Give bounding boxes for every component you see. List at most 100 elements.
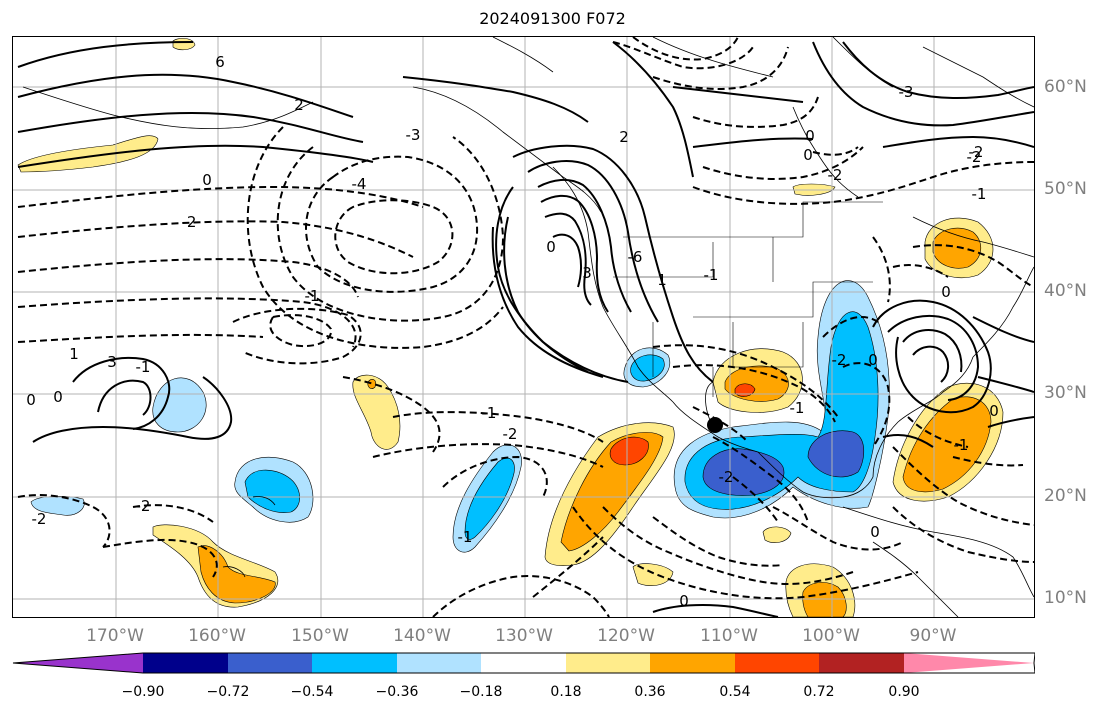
graticule: [13, 37, 1034, 617]
longitude-label: 160°W: [188, 626, 246, 646]
colorbar-tick-label: 0.36: [634, 684, 666, 700]
longitude-label: 150°W: [291, 626, 349, 646]
contour-value-label: 0: [53, 388, 63, 406]
contour-value-label: 3: [582, 264, 592, 282]
colorbar-swatch: [13, 653, 143, 673]
longitude-label: 110°W: [700, 626, 758, 646]
longitude-label: 170°W: [86, 626, 144, 646]
colorbar-swatch: [312, 653, 397, 673]
positive-anomaly-region: [172, 38, 196, 51]
state-borders: [613, 201, 883, 397]
contour-value-label: -1: [972, 185, 987, 203]
positive-anomaly-region: [932, 227, 981, 269]
contour-value-label: -1: [458, 528, 473, 546]
negative-anomaly-region: [702, 448, 785, 496]
negative-anomaly-region: [807, 430, 865, 478]
latitude-label: 50°N: [1044, 179, 1087, 199]
negative-anomaly-region: [630, 354, 665, 382]
contour-value-label: 0: [679, 592, 689, 610]
positive-anomaly-region: [197, 545, 276, 604]
longitude-label: 130°W: [495, 626, 553, 646]
longitude-label: 140°W: [393, 626, 451, 646]
contour-value-label: -2: [967, 148, 982, 166]
colorbar-swatch: [566, 653, 650, 673]
contour-value-label: -2: [182, 213, 197, 231]
contour-value-label: 0: [989, 402, 999, 420]
contour-value-label: 0: [870, 523, 880, 541]
contour-value-label: 3: [107, 353, 117, 371]
latitude-label: 10°N: [1044, 588, 1087, 608]
colorbar-tick-label: −0.72: [206, 684, 250, 700]
contour-value-label: -3: [899, 83, 914, 101]
colorbar-swatch: [228, 653, 312, 673]
contour-value-label: -1: [954, 436, 969, 454]
contour-value-label: -2: [832, 351, 847, 369]
contour-value-label: -2: [503, 425, 518, 443]
colorbar-swatch: [735, 653, 819, 673]
contour-value-label: -1: [704, 266, 719, 284]
latitude-label: 40°N: [1044, 281, 1087, 301]
negative-anomaly-region: [464, 457, 515, 540]
negative-anomaly-region: [244, 469, 300, 513]
contours-solid: [17, 41, 1034, 617]
contour-value-label: -2: [136, 497, 151, 515]
contour-value-label: 2: [619, 128, 629, 146]
colorbar-swatch: [904, 653, 1034, 673]
positive-anomaly-region: [902, 396, 992, 493]
positive-anomaly-region: [17, 135, 159, 173]
colorbar-swatch: [650, 653, 735, 673]
positive-anomaly-region: [762, 526, 792, 543]
colorbar-tick-label: −0.54: [290, 684, 334, 700]
colorbar: [12, 652, 1035, 674]
colorbar-outline: [12, 652, 1035, 674]
map-title: 2024091300 F072: [479, 9, 626, 28]
latitude-label: 60°N: [1044, 77, 1087, 97]
contour-value-label: 1: [69, 345, 79, 363]
contour-value-label: -1: [790, 399, 805, 417]
contour-value-label: -2: [828, 166, 843, 184]
anomaly-shading: [17, 38, 1004, 617]
colorbar-swatch: [143, 653, 228, 673]
positive-anomaly-region: [734, 383, 756, 397]
contour-value-label: -1: [136, 358, 151, 376]
longitude-label: 100°W: [802, 626, 860, 646]
positive-anomaly-region: [609, 436, 649, 466]
coastlines: [22, 37, 1034, 617]
colorbar-tick-label: 0.90: [888, 684, 920, 700]
colorbar-swatch: [819, 653, 904, 673]
contour-value-label: -1: [482, 404, 497, 422]
colorbar-tick-label: −0.18: [459, 684, 503, 700]
contour-value-label: 6: [215, 53, 225, 71]
contour-value-label: -3: [406, 126, 421, 144]
contour-value-label: -2: [719, 468, 734, 486]
contour-value-label: 0: [803, 146, 813, 164]
contour-value-label: 0: [868, 351, 878, 369]
contour-value-label: -2: [969, 143, 984, 161]
contour-value-label: -6: [628, 248, 643, 266]
colorbar-swatch: [397, 653, 481, 673]
contour-labels: 62-3-4-20-11 3-60-1-20-23-2 0-1-22-11-2000…: [26, 53, 999, 610]
map-panel[interactable]: 6 2 -3 -4 -2 0 -1 1 3 -6 0 -1 -2 0 -2 3 -2 0 -1 -2 2 -1 1 -2 0 0 0…: [12, 36, 1035, 618]
contour-value-label: -1: [305, 287, 320, 305]
contour-value-label: 0: [202, 171, 212, 189]
contour-value-label: 0: [26, 391, 36, 409]
contour-value-label: 2: [294, 96, 304, 114]
contour-value-label: -4: [352, 175, 367, 193]
latitude-label: 30°N: [1044, 383, 1087, 403]
storm-center-marker[interactable]: [707, 417, 723, 433]
positive-anomaly-region: [367, 378, 376, 389]
colorbar-tick-label: −0.36: [375, 684, 419, 700]
map-canvas: 62-3-4-20-11 3-60-1-20-23-2 0-1-22-11-2000…: [13, 37, 1034, 617]
positive-anomaly-region: [352, 374, 401, 450]
latitude-label: 20°N: [1044, 486, 1087, 506]
longitude-label: 90°W: [909, 626, 957, 646]
longitude-label: 120°W: [597, 626, 655, 646]
contour-value-label: 0: [546, 238, 556, 256]
colorbar-tick-label: 0.18: [550, 684, 582, 700]
contour-value-label: 0: [941, 283, 951, 301]
contour-value-label: 1: [657, 271, 667, 289]
colorbar-swatch: [481, 653, 566, 673]
colorbar-tick-label: 0.72: [803, 684, 835, 700]
colorbar-tick-label: 0.54: [719, 684, 751, 700]
colorbar-tick-label: −0.90: [121, 684, 165, 700]
